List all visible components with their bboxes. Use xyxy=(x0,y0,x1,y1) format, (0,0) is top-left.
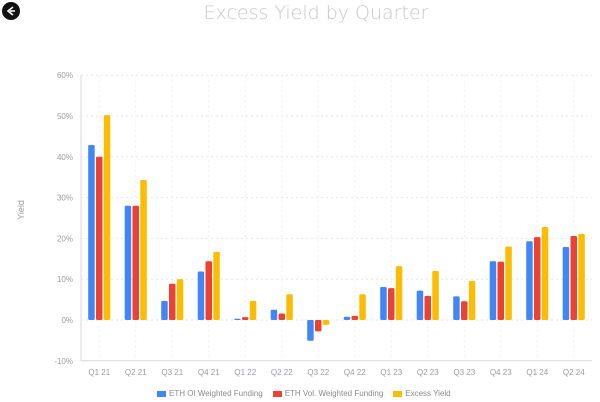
bar-excess-yield-Q1-23 xyxy=(395,266,403,320)
x-tick-label: Q1 23 xyxy=(380,368,402,377)
bar-eth-oi-weighted-funding-Q3-22 xyxy=(307,320,314,341)
y-tick-label: 60% xyxy=(57,71,73,80)
x-tick-label: Q4 21 xyxy=(198,368,220,377)
bar-eth-vol-weighted-funding-Q3-22 xyxy=(315,320,322,332)
x-tick-label: Q2 24 xyxy=(563,368,585,377)
bar-excess-yield-Q2-22 xyxy=(286,294,293,320)
bar-eth-oi-weighted-funding-Q2-23 xyxy=(416,290,424,320)
bar-eth-vol-weighted-funding-Q2-23 xyxy=(424,295,431,320)
bar-eth-oi-weighted-funding-Q3-21 xyxy=(161,300,168,320)
x-tick-label: Q1 21 xyxy=(88,368,110,377)
chart-title: Excess Yield by Quarter xyxy=(203,2,429,24)
bar-eth-oi-weighted-funding-Q1-24 xyxy=(526,241,533,320)
bar-excess-yield-Q1-21 xyxy=(103,115,111,321)
y-axis-label: Yield xyxy=(16,200,26,220)
bar-eth-vol-weighted-funding-Q4-22 xyxy=(351,315,358,320)
bar-excess-yield-Q1-24 xyxy=(541,226,549,320)
y-tick-label: 20% xyxy=(57,234,73,243)
legend-item[interactable]: Excess Yield xyxy=(393,389,451,398)
x-tick-label: Q3 22 xyxy=(307,368,329,377)
legend: ETH OI Weighted Funding ETH Vol. Weighte… xyxy=(157,389,451,398)
bar-excess-yield-Q4-23 xyxy=(505,246,512,320)
bar-eth-oi-weighted-funding-Q2-22 xyxy=(270,309,278,320)
bar-eth-oi-weighted-funding-Q1-22 xyxy=(234,318,241,320)
y-tick-label: 40% xyxy=(57,153,73,162)
bar-eth-vol-weighted-funding-Q1-23 xyxy=(388,288,395,320)
bar-excess-yield-Q3-21 xyxy=(176,279,184,320)
bar-eth-oi-weighted-funding-Q1-23 xyxy=(380,286,387,320)
x-tick-label: Q1 22 xyxy=(234,368,256,377)
x-tick-label: Q2 23 xyxy=(417,368,439,377)
y-tick-label: 30% xyxy=(57,194,73,203)
bar-eth-vol-weighted-funding-Q1-24 xyxy=(534,237,541,320)
bar-excess-yield-Q3-22 xyxy=(322,320,330,325)
x-tick-label: Q4 23 xyxy=(490,368,512,377)
bar-eth-vol-weighted-funding-Q3-23 xyxy=(461,301,468,320)
bar-excess-yield-Q4-21 xyxy=(213,251,220,320)
x-tick-label: Q2 21 xyxy=(125,368,147,377)
x-tick-label: Q2 22 xyxy=(271,368,293,377)
x-tick-label: Q3 23 xyxy=(453,368,475,377)
bar-eth-vol-weighted-funding-Q2-21 xyxy=(132,205,139,320)
bar-eth-vol-weighted-funding-Q3-21 xyxy=(169,283,176,320)
bar-excess-yield-Q3-23 xyxy=(468,280,476,320)
y-tick-label: -10% xyxy=(54,357,73,366)
legend-swatch-oi xyxy=(157,390,166,397)
legend-label: ETH Vol. Weighted Funding xyxy=(284,389,384,398)
bar-eth-vol-weighted-funding-Q4-23 xyxy=(497,261,504,320)
bar-excess-yield-Q1-22 xyxy=(249,300,257,320)
legend-swatch-vol xyxy=(272,390,282,397)
y-tick-label: 0% xyxy=(61,316,73,325)
bar-eth-vol-weighted-funding-Q1-21 xyxy=(96,156,103,320)
legend-label: ETH OI Weighted Funding xyxy=(169,389,263,398)
legend-item[interactable]: ETH Vol. Weighted Funding xyxy=(272,389,384,398)
x-tick-label: Q3 21 xyxy=(161,368,183,377)
bar-excess-yield-Q2-23 xyxy=(432,271,439,320)
legend-label: Excess Yield xyxy=(405,389,451,398)
bar-eth-vol-weighted-funding-Q2-22 xyxy=(278,313,285,320)
bar-excess-yield-Q4-22 xyxy=(359,294,366,320)
bar-eth-vol-weighted-funding-Q4-21 xyxy=(205,261,212,320)
bar-eth-oi-weighted-funding-Q4-22 xyxy=(343,316,351,320)
exchange-logo-icon xyxy=(2,2,20,20)
x-tick-label: Q4 22 xyxy=(344,368,366,377)
bar-eth-vol-weighted-funding-Q2-24 xyxy=(570,235,577,320)
bar-excess-yield-Q2-21 xyxy=(140,180,147,320)
bar-eth-oi-weighted-funding-Q2-21 xyxy=(124,205,132,320)
legend-swatch-excess xyxy=(393,390,403,397)
legend-item[interactable]: ETH OI Weighted Funding xyxy=(157,389,263,398)
bar-eth-oi-weighted-funding-Q4-21 xyxy=(197,271,205,320)
bar-eth-oi-weighted-funding-Q1-21 xyxy=(88,144,95,320)
bar-eth-oi-weighted-funding-Q2-24 xyxy=(562,246,570,320)
y-tick-label: 10% xyxy=(57,275,73,284)
bar-eth-oi-weighted-funding-Q4-23 xyxy=(489,261,497,320)
bar-eth-oi-weighted-funding-Q3-23 xyxy=(453,296,460,320)
x-tick-label: Q1 24 xyxy=(526,368,548,377)
bar-excess-yield-Q2-24 xyxy=(578,233,585,320)
bar-eth-vol-weighted-funding-Q1-22 xyxy=(242,317,249,320)
y-tick-label: 50% xyxy=(57,112,73,121)
